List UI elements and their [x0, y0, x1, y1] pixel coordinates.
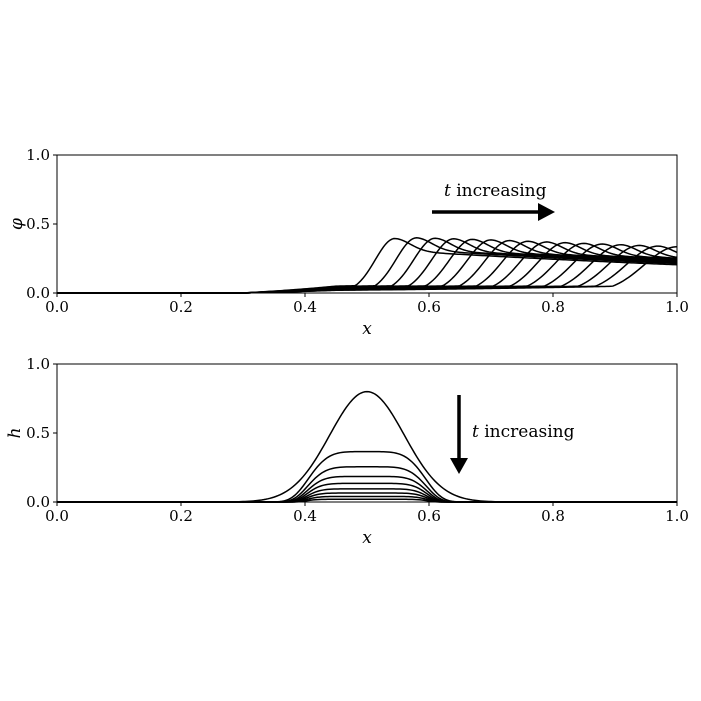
phi-annotation-var: t [444, 181, 451, 201]
phi-curves [57, 237, 678, 294]
phi-xlabel: x [362, 319, 372, 339]
h-panel: 0.0 0.2 0.4 0.6 0.8 1.0 0.0 0.5 1.0 h x t increa… [5, 355, 689, 548]
x-tick-label: 0.0 [45, 298, 69, 316]
x-tick-label: 0.6 [417, 507, 441, 525]
h-series-line [57, 488, 677, 503]
h-xlabel: x [362, 528, 372, 548]
phi-panel: 0.0 0.2 0.4 0.6 0.8 1.0 0.0 0.5 1.0 φ x t increa… [7, 146, 689, 339]
x-tick-label: 1.0 [665, 298, 689, 316]
x-tick-label: 0.4 [293, 507, 317, 525]
phi-series-line [57, 238, 678, 294]
h-annotation: t increasing [472, 422, 575, 442]
h-ticks: 0.0 0.2 0.4 0.6 0.8 1.0 0.0 0.5 1.0 [26, 355, 689, 525]
h-annotation-text: increasing [484, 422, 574, 442]
phi-series-line [57, 237, 678, 294]
right-arrow-icon [432, 203, 555, 221]
down-arrow-icon [450, 395, 468, 474]
phi-series-line [57, 239, 678, 294]
y-tick-label: 0.0 [26, 493, 50, 511]
y-tick-label: 0.5 [26, 215, 50, 233]
h-ylabel: h [5, 428, 25, 439]
h-series-line [57, 390, 677, 503]
x-tick-label: 0.6 [417, 298, 441, 316]
h-annotation-var: t [472, 422, 479, 442]
phi-ylabel: φ [7, 218, 27, 230]
x-tick-label: 1.0 [665, 507, 689, 525]
phi-ticks: 0.0 0.2 0.4 0.6 0.8 1.0 0.0 0.5 1.0 [26, 146, 689, 316]
phi-annotation-text: increasing [456, 181, 546, 201]
phi-series-line [57, 239, 678, 294]
phi-series-line [57, 237, 678, 294]
phi-annotation: t increasing [444, 181, 547, 201]
h-curves [57, 390, 677, 503]
x-tick-label: 0.8 [541, 298, 565, 316]
x-tick-label: 0.8 [541, 507, 565, 525]
x-tick-label: 0.4 [293, 298, 317, 316]
y-tick-label: 0.5 [26, 424, 50, 442]
h-axes-frame [56, 363, 678, 503]
x-tick-label: 0.2 [169, 507, 193, 525]
y-tick-label: 1.0 [26, 146, 50, 164]
x-tick-label: 0.2 [169, 298, 193, 316]
y-tick-label: 1.0 [26, 355, 50, 373]
y-tick-label: 0.0 [26, 284, 50, 302]
h-series-line [57, 492, 677, 503]
phi-series-line [57, 238, 678, 294]
x-tick-label: 0.0 [45, 507, 69, 525]
phi-series-line [57, 237, 678, 294]
